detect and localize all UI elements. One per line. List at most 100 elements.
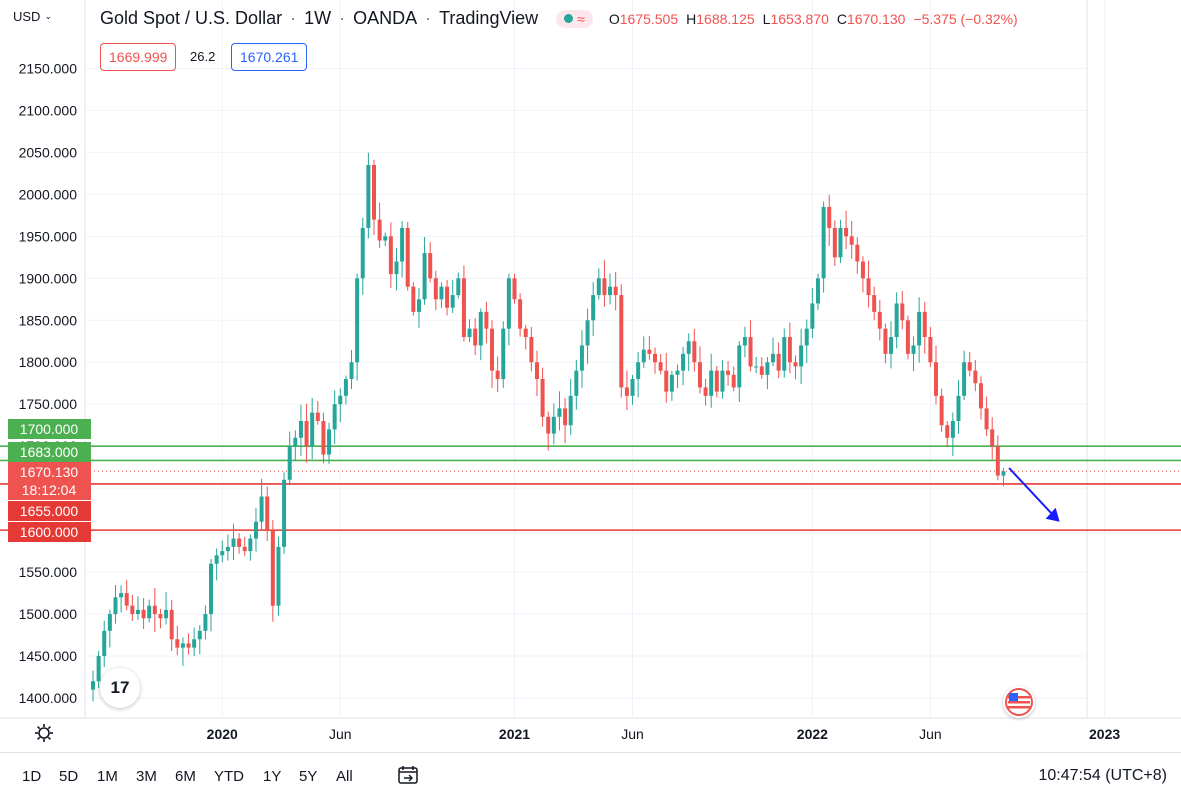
- candle-body: [377, 219, 382, 241]
- buy-price-button[interactable]: 1670.261: [231, 43, 308, 71]
- forecast-arrow: [1008, 467, 1060, 522]
- candle-body: [849, 236, 854, 245]
- candle-body: [124, 593, 129, 606]
- candle-body: [978, 383, 983, 409]
- bottom-toolbar: 1D 5D 1M 3M 6M YTD 1Y 5Y All 10:47:54 (U…: [0, 752, 1181, 799]
- candle-body: [995, 446, 1000, 476]
- currency-label: USD: [13, 9, 41, 24]
- candle-body: [962, 362, 967, 396]
- candle-body: [905, 320, 910, 354]
- price-level-tag: [8, 501, 91, 521]
- us-flag-event-icon[interactable]: [1003, 686, 1035, 718]
- y-tick-label: 1800.000: [19, 354, 78, 370]
- candle-body: [956, 395, 961, 421]
- currency-selector[interactable]: USD ⌄: [13, 9, 52, 24]
- range-1d-button[interactable]: 1D: [22, 768, 42, 785]
- tradingview-logo[interactable]: 17: [100, 668, 140, 708]
- range-ytd-button[interactable]: YTD: [214, 768, 244, 785]
- price-level-tag: [8, 462, 91, 500]
- clock-timezone[interactable]: 10:47:54 (UTC+8): [1038, 767, 1167, 784]
- range-all-button[interactable]: All: [336, 768, 353, 785]
- candle-body: [697, 362, 702, 388]
- candle-body: [866, 278, 871, 296]
- candle-body: [771, 353, 776, 363]
- candle-body: [265, 496, 270, 531]
- candle-body: [192, 639, 197, 648]
- gear-icon[interactable]: [34, 723, 54, 743]
- candle-body: [445, 286, 450, 308]
- range-5y-button[interactable]: 5Y: [299, 768, 318, 785]
- candle-body: [119, 593, 124, 598]
- countdown-value: 18:12:04: [22, 482, 77, 498]
- candle-body: [467, 328, 472, 338]
- candle-body: [169, 609, 174, 640]
- candle-body: [821, 206, 826, 279]
- candle-body: [349, 362, 354, 380]
- candle-body: [894, 303, 899, 338]
- candle-body: [332, 404, 337, 430]
- candle-body: [568, 395, 573, 426]
- candle-body: [709, 370, 714, 396]
- candle-body: [703, 387, 708, 396]
- candle-body: [400, 227, 405, 262]
- price-level-tag: [8, 522, 91, 542]
- candle-body: [984, 408, 989, 430]
- y-axis: 2150.000 2100.000 2050.000 2000.000 1950.000…: [19, 60, 78, 706]
- candle-body: [180, 643, 185, 648]
- candle-body: [613, 286, 618, 296]
- price-level-value: 1700.000: [20, 421, 79, 437]
- candle-body: [203, 614, 208, 631]
- level-labels: 1700.000 1683.000 1670.130 18:12:04 1655.000…: [8, 419, 91, 542]
- range-3m-button[interactable]: 3M: [136, 768, 157, 785]
- candle-body: [164, 609, 169, 619]
- symbol-title[interactable]: Gold Spot / U.S. Dollar: [100, 8, 283, 28]
- candle-body: [664, 370, 669, 392]
- candle-body: [636, 362, 641, 380]
- candle-body: [298, 420, 303, 438]
- candle-body: [934, 362, 938, 396]
- candle-body: [928, 337, 933, 363]
- candle-body: [855, 244, 860, 262]
- candle-body: [658, 362, 663, 371]
- x-tick-label: 2022: [797, 726, 828, 742]
- range-1y-button[interactable]: 1Y: [263, 768, 282, 785]
- chart-header: Gold Spot / U.S. Dollar · 1W · OANDA · T…: [100, 8, 1018, 29]
- change-value: −5.375 (−0.32%): [913, 10, 1018, 27]
- market-status-badge[interactable]: ≈: [556, 9, 593, 28]
- x-tick-label: 2023: [1089, 726, 1120, 742]
- candle-body: [844, 227, 849, 237]
- candle-body: [922, 311, 927, 338]
- separator: ·: [339, 8, 346, 28]
- candle-body: [675, 370, 680, 375]
- candle-body: [343, 379, 348, 396]
- candle-body: [175, 639, 180, 648]
- y-tick-label: 1400.000: [19, 690, 78, 706]
- candle-body: [450, 295, 455, 308]
- interval-label[interactable]: 1W: [304, 8, 332, 28]
- candle-body: [529, 337, 534, 363]
- candle-body: [186, 643, 191, 648]
- candle-body: [107, 614, 112, 631]
- candle-body: [647, 349, 652, 354]
- range-1m-button[interactable]: 1M: [97, 768, 118, 785]
- price-chart[interactable]: 2150.000 2100.000 2050.000 2000.000 1950.000…: [0, 0, 1181, 752]
- candle-body: [551, 416, 556, 434]
- candle-body: [416, 299, 421, 312]
- wave-icon: ≈: [577, 10, 585, 27]
- calendar-range-icon[interactable]: [397, 765, 419, 785]
- range-5d-button[interactable]: 5D: [59, 768, 79, 785]
- range-6m-button[interactable]: 6M: [175, 768, 196, 785]
- candle-body: [579, 345, 584, 371]
- candle-body: [602, 278, 607, 296]
- arrow-head: [1045, 507, 1060, 522]
- candle-body: [152, 605, 157, 615]
- candle-body: [287, 446, 292, 480]
- x-tick-label: 2020: [207, 726, 238, 742]
- candle-body: [428, 253, 433, 279]
- sell-price-button[interactable]: 1669.999: [100, 43, 177, 71]
- candle-body: [231, 538, 236, 547]
- candle-body: [102, 630, 107, 657]
- candle-body: [158, 614, 163, 619]
- separator: ·: [425, 8, 432, 28]
- candle-body: [512, 278, 517, 300]
